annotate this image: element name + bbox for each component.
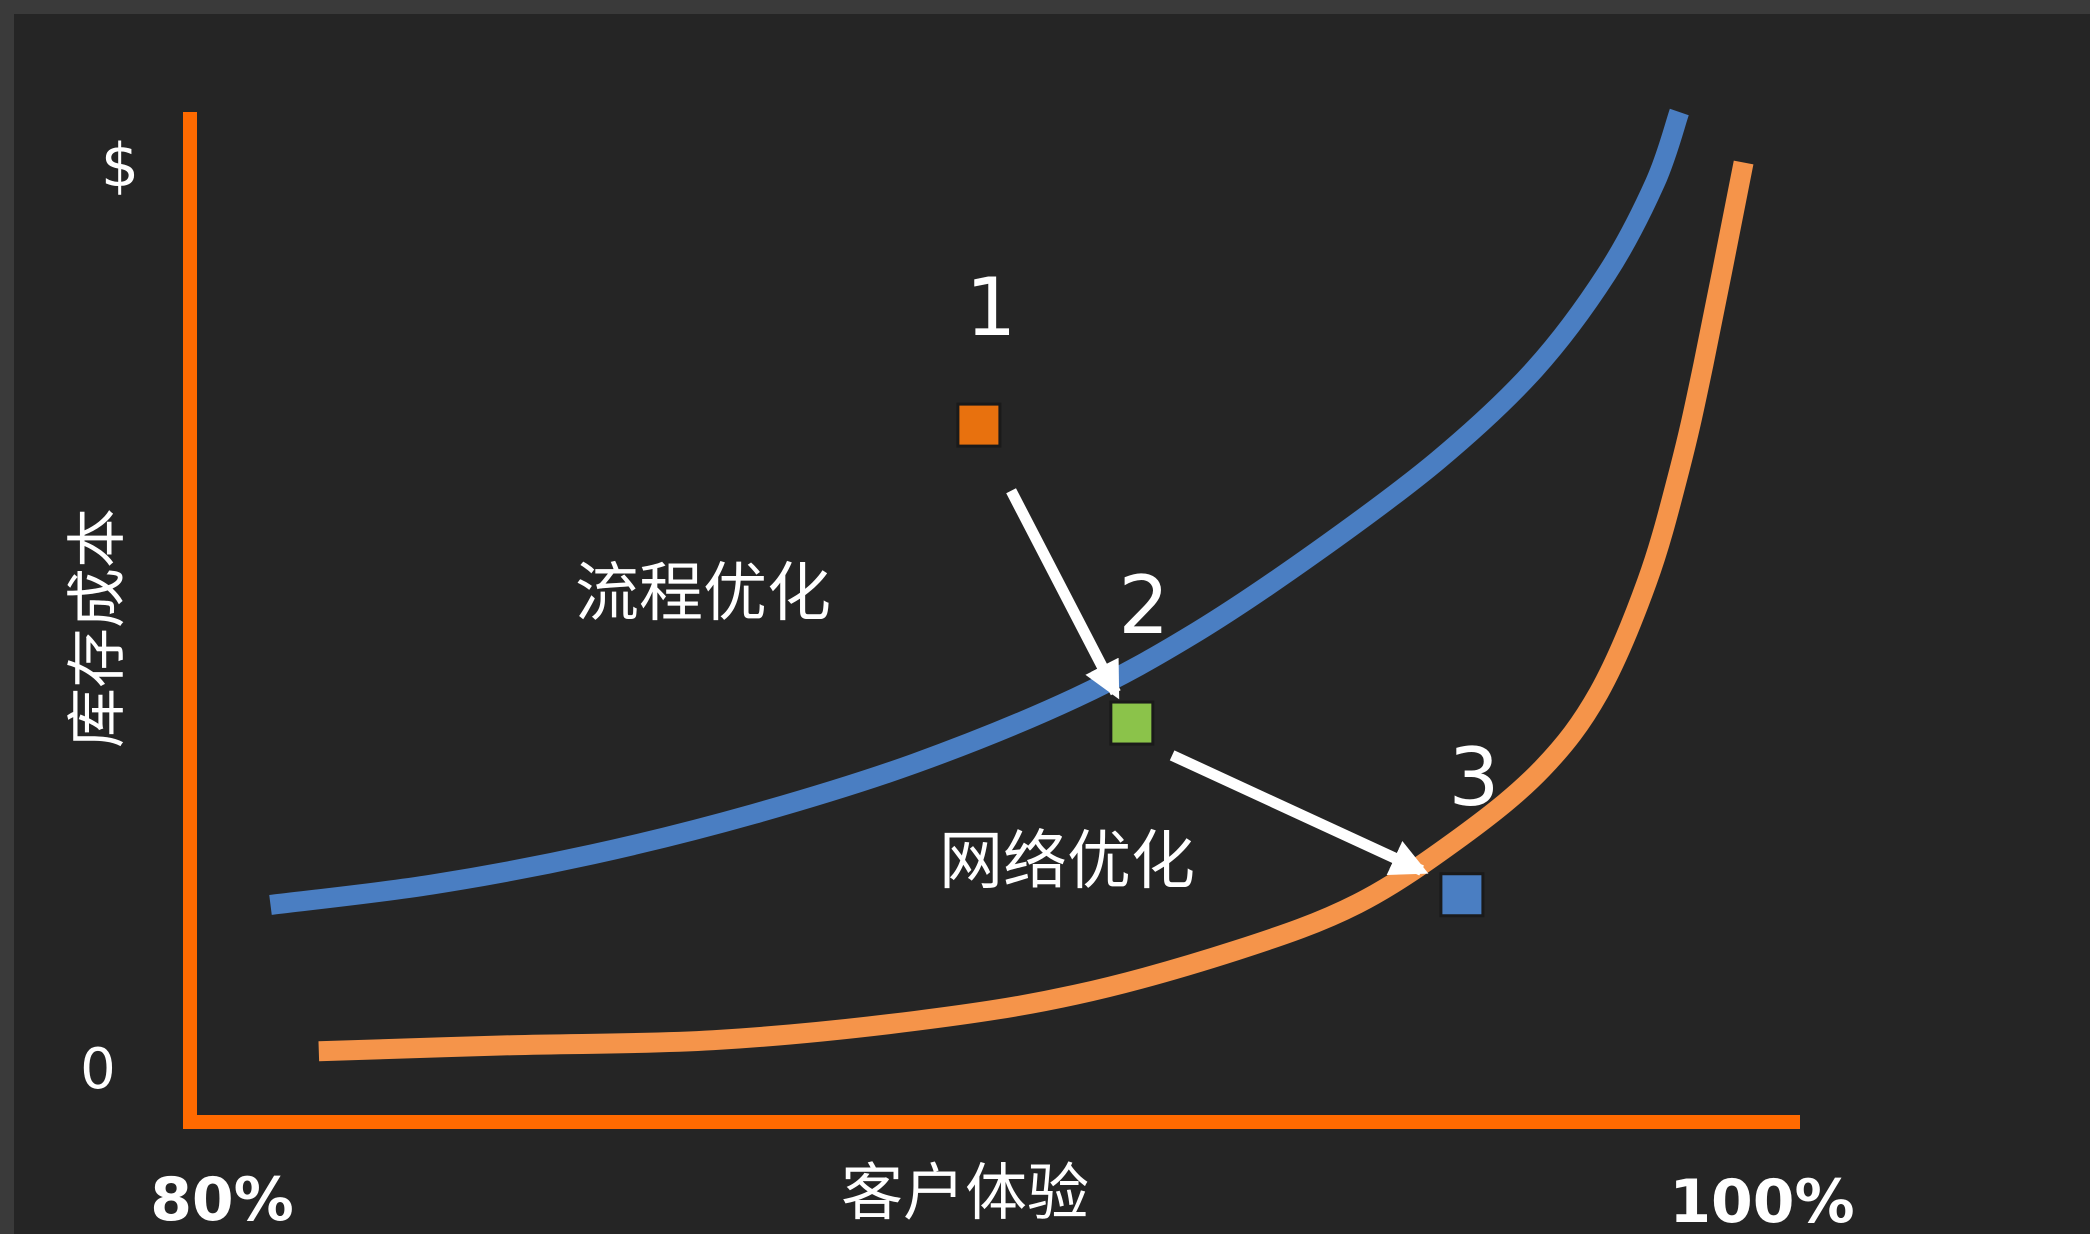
point-marker-2: [1109, 700, 1155, 746]
y-tick-label-0: 0: [80, 1037, 116, 1102]
series-curve-2: [318, 160, 1754, 1062]
annotation-network-optimization: 网络优化: [939, 825, 1195, 899]
point-label-1: 1: [965, 261, 1016, 354]
point-label-2: 2: [1118, 559, 1169, 652]
point-label-3: 3: [1448, 731, 1499, 824]
x-tick-label-100: 100%: [1669, 1167, 1854, 1234]
arrow-1: [1006, 488, 1121, 700]
annotation-process-optimization: 流程优化: [575, 557, 831, 631]
point-marker-1: [956, 402, 1002, 448]
point-marker-3: [1439, 872, 1485, 918]
arrow-2: [1169, 750, 1429, 876]
x-tick-label-80: 80%: [150, 1165, 294, 1234]
y-axis-label: 库存成本: [63, 508, 133, 748]
y-tick-label-dollar: $: [101, 131, 139, 201]
x-axis-label: 客户体验: [841, 1156, 1089, 1229]
series-curve-1: [269, 108, 1689, 915]
chart-panel: [14, 14, 2090, 1234]
